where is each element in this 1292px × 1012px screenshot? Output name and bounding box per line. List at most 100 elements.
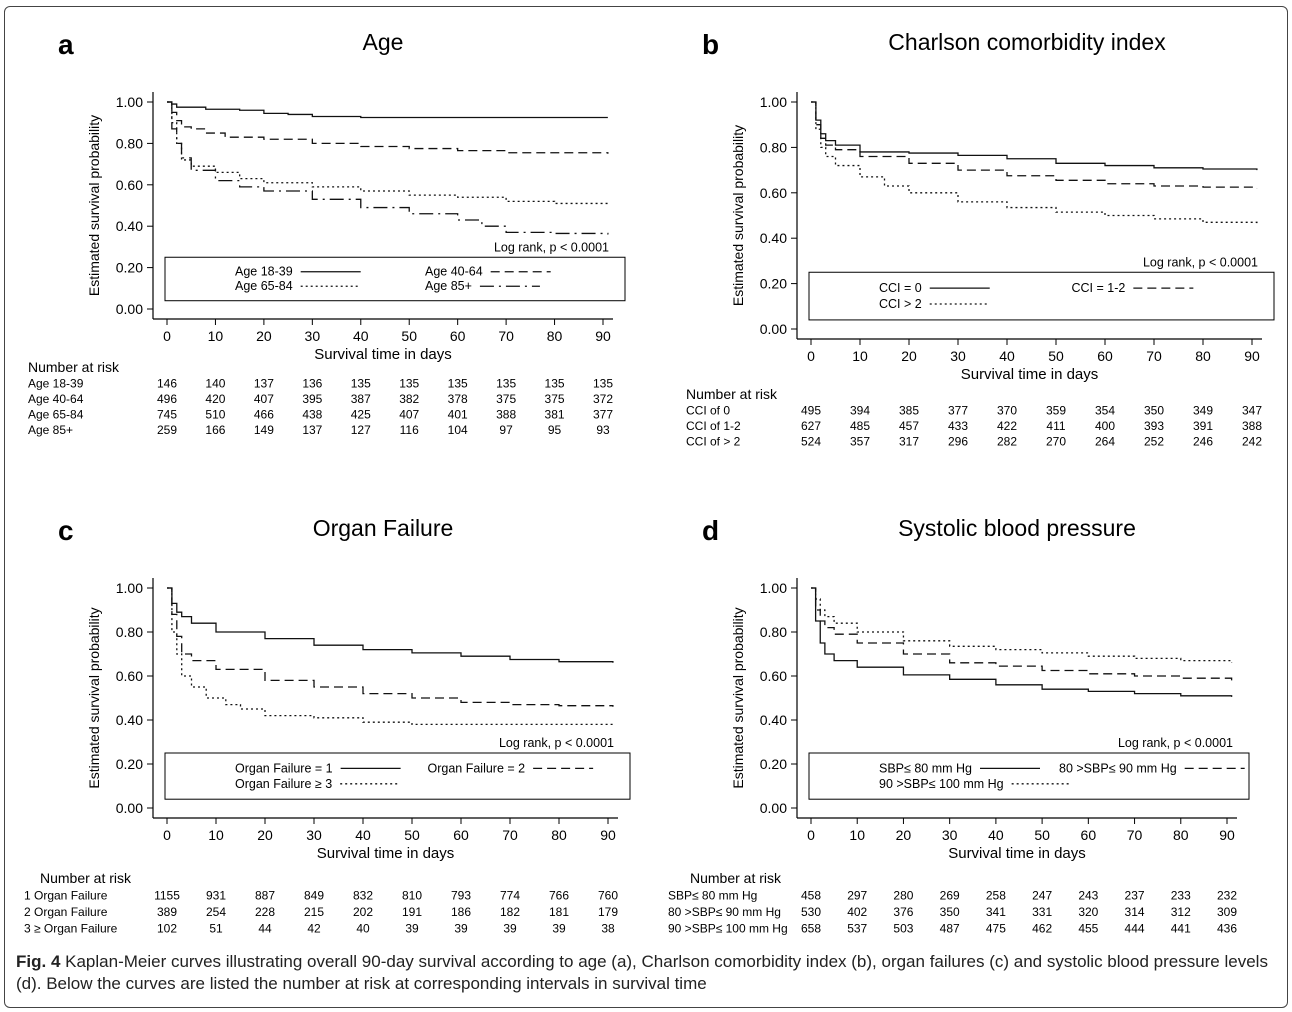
risk-cell: 51 [209, 922, 223, 936]
y-tick-label: 1.00 [116, 580, 143, 596]
risk-cell: 375 [545, 392, 565, 406]
panel-letter: c [58, 515, 74, 546]
risk-cell: 104 [448, 423, 468, 437]
risk-cell: 387 [351, 392, 371, 406]
panel-c-svg: c Organ Failure 0.00 0.20 0.40 0.60 0.80 1.00 0 1… [24, 515, 631, 936]
risk-cell: 243 [1078, 889, 1098, 903]
risk-cell: 314 [1125, 905, 1145, 919]
legend-label-2: Organ Failure ≥ 3 [235, 777, 332, 791]
risk-cell: 774 [500, 889, 520, 903]
risk-cell: 264 [1095, 435, 1115, 449]
risk-cell: 359 [1046, 404, 1066, 418]
risk-cell: 252 [1144, 435, 1164, 449]
risk-cell: 186 [451, 905, 471, 919]
legend-label-3: Age 85+ [425, 279, 472, 293]
x-tick-label: 0 [163, 827, 171, 843]
x-tick-label: 30 [950, 348, 966, 364]
risk-cell: 317 [899, 435, 919, 449]
risk-cell: 627 [801, 419, 821, 433]
risk-cell: 296 [948, 435, 968, 449]
risk-cell: 228 [255, 905, 275, 919]
x-tick-label: 50 [401, 328, 417, 344]
x-axis-label: Survival time in days [314, 346, 452, 363]
risk-cell: 258 [986, 889, 1006, 903]
y-tick-label: 0.20 [116, 260, 143, 276]
y-tick-label: 0.80 [116, 135, 143, 151]
risk-cell: 350 [1144, 404, 1164, 418]
risk-cell: 354 [1095, 404, 1115, 418]
risk-cell: 810 [402, 889, 422, 903]
x-tick-label: 90 [600, 827, 616, 843]
legend-label-0: Organ Failure = 1 [235, 761, 333, 775]
risk-cell: 393 [1144, 419, 1164, 433]
y-axis-label: Estimated survival probability [730, 125, 746, 306]
risk-cell: 510 [205, 408, 225, 422]
series-line-2 [167, 587, 614, 727]
risk-cell: 931 [206, 889, 226, 903]
risk-row-label: 3 ≥ Organ Failure [24, 922, 118, 936]
series-line-1 [811, 101, 1258, 189]
risk-cell: 457 [899, 419, 919, 433]
x-tick-label: 40 [999, 348, 1015, 364]
risk-table-header: Number at risk [690, 870, 782, 886]
log-rank-annotation: Log rank, p < 0.0001 [1118, 736, 1233, 750]
risk-cell: 382 [399, 392, 419, 406]
panel-letter: a [58, 29, 74, 60]
risk-cell: 372 [593, 392, 613, 406]
x-tick-label: 30 [305, 328, 321, 344]
risk-cell: 436 [1217, 922, 1237, 936]
risk-cell: 137 [302, 423, 322, 437]
risk-cell: 127 [351, 423, 371, 437]
risk-cell: 140 [205, 377, 225, 391]
risk-cell: 40 [356, 922, 370, 936]
risk-cell: 259 [157, 423, 177, 437]
log-rank-annotation: Log rank, p < 0.0001 [499, 736, 614, 750]
y-tick-label: 0.40 [760, 712, 787, 728]
x-tick-label: 80 [551, 827, 567, 843]
risk-cell: 433 [948, 419, 968, 433]
panel-d-systolic-bp: d Systolic blood pressure 0.00 0.20 0.40 0.60… [662, 470, 1282, 940]
legend-label-0: Age 18-39 [235, 265, 293, 279]
risk-cell: 93 [596, 423, 610, 437]
risk-cell: 401 [448, 408, 468, 422]
risk-cell: 135 [351, 377, 371, 391]
series-line-0 [811, 587, 1233, 697]
risk-cell: 39 [503, 922, 517, 936]
risk-cell: 407 [399, 408, 419, 422]
panel-a-age: a Age 0.00 0.20 0.40 0.60 0.80 1.00 0 10 20 30 40 50 6… [18, 14, 638, 464]
risk-cell: 149 [254, 423, 274, 437]
risk-cell: 191 [402, 905, 422, 919]
legend-box [164, 256, 626, 302]
y-axis-label: Estimated survival probability [86, 607, 102, 788]
risk-cell: 496 [157, 392, 177, 406]
risk-cell: 246 [1193, 435, 1213, 449]
risk-cell: 282 [997, 435, 1017, 449]
x-tick-label: 70 [502, 827, 518, 843]
panel-letter: d [702, 515, 719, 546]
panel-b-svg: b Charlson comorbidity index 0.00 0.20 0.40 0… [686, 29, 1275, 449]
y-tick-label: 0.40 [760, 230, 787, 246]
x-tick-label: 20 [896, 827, 912, 843]
x-tick-label: 80 [547, 328, 563, 344]
y-tick-label: 1.00 [760, 94, 787, 110]
risk-cell: 202 [353, 905, 373, 919]
series-line-2 [167, 101, 609, 205]
caption-label: Fig. 4 [16, 952, 61, 971]
x-tick-label: 90 [595, 328, 611, 344]
risk-row-label: Age 18-39 [28, 377, 84, 391]
x-tick-label: 80 [1195, 348, 1211, 364]
y-tick-label: 0.80 [760, 624, 787, 640]
risk-cell: 270 [1046, 435, 1066, 449]
risk-row-label: Age 65-84 [28, 408, 84, 422]
risk-row-label: CCI of > 2 [686, 435, 741, 449]
risk-cell: 39 [405, 922, 419, 936]
risk-cell: 458 [801, 889, 821, 903]
risk-cell: 887 [255, 889, 275, 903]
risk-cell: 455 [1078, 922, 1098, 936]
x-tick-label: 70 [1127, 827, 1143, 843]
x-tick-label: 50 [404, 827, 420, 843]
caption-text: Kaplan-Meier curves illustrating overall… [16, 952, 1268, 993]
panel-c-organ-failure: c Organ Failure 0.00 0.20 0.40 0.60 0.80 1.00 0 1… [18, 470, 638, 940]
legend-label-1: CCI = 1-2 [1072, 281, 1126, 295]
legend-box [164, 752, 631, 800]
